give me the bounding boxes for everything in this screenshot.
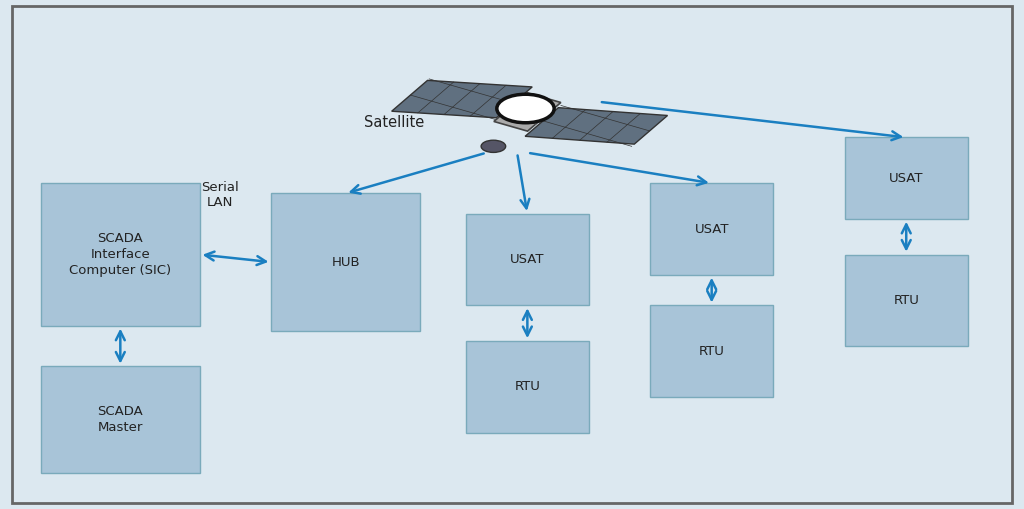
Circle shape	[497, 94, 554, 123]
Circle shape	[481, 140, 506, 152]
FancyBboxPatch shape	[271, 193, 420, 331]
Text: USAT: USAT	[510, 253, 545, 266]
FancyBboxPatch shape	[845, 254, 968, 346]
Text: RTU: RTU	[698, 345, 725, 358]
FancyBboxPatch shape	[41, 366, 200, 473]
Text: USAT: USAT	[889, 172, 924, 185]
FancyBboxPatch shape	[650, 305, 773, 397]
Text: HUB: HUB	[332, 256, 359, 269]
Polygon shape	[494, 93, 561, 131]
FancyBboxPatch shape	[466, 214, 589, 305]
FancyBboxPatch shape	[466, 341, 589, 433]
Text: Serial
LAN: Serial LAN	[202, 181, 239, 209]
Text: Satellite: Satellite	[365, 115, 424, 130]
Text: RTU: RTU	[514, 380, 541, 393]
Polygon shape	[525, 108, 668, 144]
Polygon shape	[391, 80, 532, 118]
Text: USAT: USAT	[694, 222, 729, 236]
FancyBboxPatch shape	[845, 137, 968, 219]
Text: SCADA
Master: SCADA Master	[97, 406, 143, 434]
FancyBboxPatch shape	[41, 183, 200, 326]
FancyBboxPatch shape	[650, 183, 773, 275]
Text: RTU: RTU	[893, 294, 920, 307]
Text: SCADA
Interface
Computer (SIC): SCADA Interface Computer (SIC)	[70, 232, 171, 277]
